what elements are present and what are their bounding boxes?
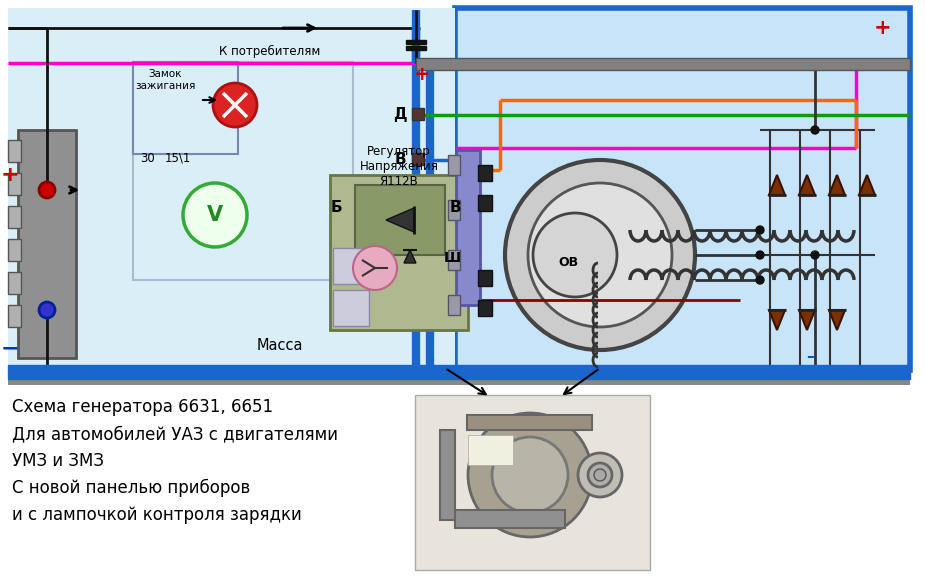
- Bar: [440, 430, 455, 520]
- Text: УМЗ и ЗМЗ: УМЗ и ЗМЗ: [12, 452, 104, 470]
- Circle shape: [533, 213, 617, 297]
- Bar: [333, 290, 369, 326]
- Circle shape: [811, 251, 819, 259]
- Text: +: +: [413, 66, 430, 84]
- Text: +: +: [1, 165, 19, 185]
- Polygon shape: [386, 208, 414, 232]
- Bar: [448, 200, 460, 220]
- Bar: [415, 395, 650, 570]
- Circle shape: [578, 453, 622, 497]
- Text: −: −: [1, 338, 19, 358]
- Circle shape: [528, 183, 672, 327]
- Text: В: В: [394, 152, 406, 168]
- Circle shape: [588, 463, 612, 487]
- Text: Д: Д: [393, 107, 407, 122]
- Text: Регулятор
Напряжения
Я112В: Регулятор Напряжения Я112В: [360, 145, 438, 188]
- Bar: [448, 250, 460, 270]
- Polygon shape: [799, 310, 815, 330]
- Bar: [133, 62, 238, 154]
- Circle shape: [468, 413, 592, 537]
- Bar: [8, 365, 910, 379]
- Text: Схема генератора 6631, 6651: Схема генератора 6631, 6651: [12, 398, 273, 416]
- Bar: [456, 150, 480, 305]
- Circle shape: [39, 302, 55, 318]
- Text: С новой панелью приборов: С новой панелью приборов: [12, 479, 251, 498]
- Bar: [8, 379, 910, 385]
- Text: 15\1: 15\1: [165, 152, 191, 165]
- Bar: [416, 58, 910, 70]
- Polygon shape: [769, 175, 785, 195]
- Bar: [468, 435, 513, 465]
- Polygon shape: [859, 175, 875, 195]
- Text: +: +: [874, 18, 892, 38]
- Polygon shape: [404, 250, 416, 263]
- Circle shape: [594, 469, 606, 481]
- Circle shape: [756, 276, 764, 284]
- Circle shape: [492, 437, 568, 513]
- Bar: [478, 270, 492, 286]
- Bar: [333, 248, 369, 284]
- Circle shape: [183, 183, 247, 247]
- Text: Ш: Ш: [443, 251, 461, 265]
- Bar: [478, 165, 492, 181]
- Bar: [133, 62, 353, 280]
- Circle shape: [505, 160, 695, 350]
- Text: 30: 30: [141, 152, 155, 165]
- Text: и с лампочкой контроля зарядки: и с лампочкой контроля зарядки: [12, 506, 302, 524]
- Text: Замок
зажигания: Замок зажигания: [135, 69, 195, 91]
- Text: ОВ: ОВ: [558, 257, 578, 270]
- Circle shape: [39, 182, 55, 198]
- Circle shape: [811, 126, 819, 134]
- Bar: [455, 8, 910, 370]
- Text: V: V: [207, 205, 223, 225]
- Bar: [412, 108, 424, 120]
- Polygon shape: [769, 310, 785, 330]
- Bar: [8, 140, 21, 162]
- Bar: [467, 415, 592, 430]
- Text: –: –: [806, 349, 814, 364]
- Circle shape: [353, 246, 397, 290]
- Polygon shape: [829, 175, 845, 195]
- Bar: [412, 153, 424, 165]
- Bar: [8, 305, 21, 327]
- Text: В: В: [450, 200, 461, 216]
- Bar: [406, 46, 426, 50]
- Bar: [8, 272, 21, 294]
- Polygon shape: [829, 310, 845, 330]
- Bar: [478, 300, 492, 316]
- Text: К потребителям: К потребителям: [219, 45, 321, 58]
- Text: Б: Б: [330, 200, 342, 216]
- Bar: [455, 510, 565, 528]
- Text: Масса: Масса: [257, 338, 303, 353]
- Bar: [330, 175, 468, 330]
- Bar: [448, 295, 460, 315]
- Bar: [8, 239, 21, 261]
- Bar: [8, 206, 21, 228]
- Text: Для автомобилей УАЗ с двигателями: Для автомобилей УАЗ с двигателями: [12, 425, 338, 443]
- Bar: [18, 130, 76, 358]
- Bar: [355, 185, 445, 255]
- Polygon shape: [799, 175, 815, 195]
- Bar: [8, 8, 455, 370]
- Circle shape: [756, 251, 764, 259]
- Bar: [478, 195, 492, 211]
- Bar: [406, 40, 426, 44]
- Circle shape: [213, 83, 257, 127]
- Bar: [448, 155, 460, 175]
- Circle shape: [756, 226, 764, 234]
- Bar: [8, 173, 21, 195]
